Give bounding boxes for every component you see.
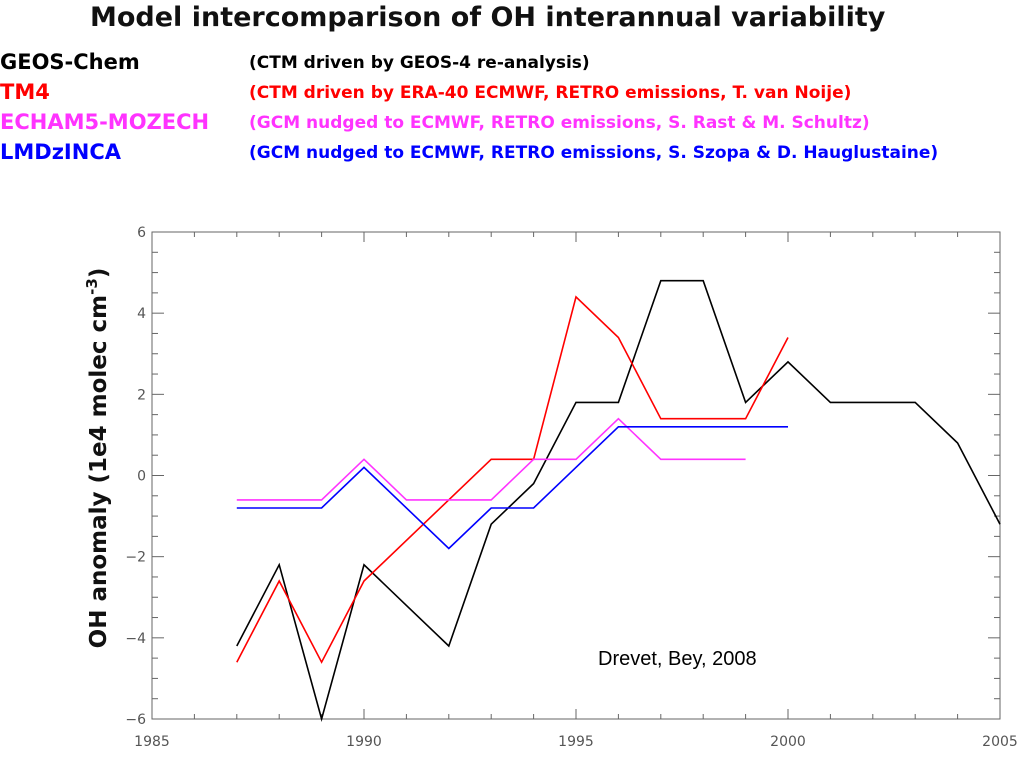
chart-title: Model intercomparison of OH interannual … — [90, 2, 886, 33]
y-tick-label: 6 — [137, 225, 146, 241]
x-tick-label: 1990 — [346, 734, 382, 750]
series-line-tm4 — [236, 295, 789, 664]
series-line-geos-chem — [236, 279, 1001, 723]
legend-model-name: GEOS-Chem — [0, 50, 140, 74]
legend-model-name: ECHAM5-MOZECH — [0, 110, 210, 134]
x-tick-label: 1995 — [558, 734, 594, 750]
legend-model-description: (CTM driven by GEOS-4 re-analysis) — [249, 53, 590, 73]
series-line-lmdzinca — [236, 425, 788, 550]
legend-model-description: (GCM nudged to ECMWF, RETRO emissions, S… — [249, 113, 870, 133]
y-axis-label-superscript: -3 — [83, 278, 101, 295]
legend-model-name: LMDzINCA — [0, 140, 121, 164]
legend-model-description: (GCM nudged to ECMWF, RETRO emissions, S… — [249, 143, 939, 163]
legend-model-name: TM4 — [0, 80, 50, 104]
y-tick-label: −4 — [125, 631, 146, 647]
y-axis-label: OH anomaly (1e4 molec cm-3) — [83, 268, 112, 649]
x-tick-label: 1985 — [134, 734, 170, 750]
y-tick-label: −6 — [125, 712, 146, 728]
y-axis-label-main: OH anomaly (1e4 molec cm — [86, 295, 112, 649]
y-tick-label: 4 — [137, 306, 146, 322]
x-tick-label: 2005 — [982, 734, 1018, 750]
legend-model-description: (CTM driven by ERA-40 ECMWF, RETRO emiss… — [249, 83, 852, 103]
y-tick-label: −2 — [125, 550, 146, 566]
y-axis-label-end: ) — [86, 268, 112, 279]
y-tick-label: 0 — [137, 469, 146, 485]
y-tick-label: 2 — [137, 387, 146, 403]
annotation-text: Drevet, Bey, 2008 — [598, 648, 757, 670]
plot-frame — [151, 231, 1001, 720]
x-tick-label: 2000 — [770, 734, 806, 750]
series-line-echam5-mozech — [236, 417, 746, 501]
